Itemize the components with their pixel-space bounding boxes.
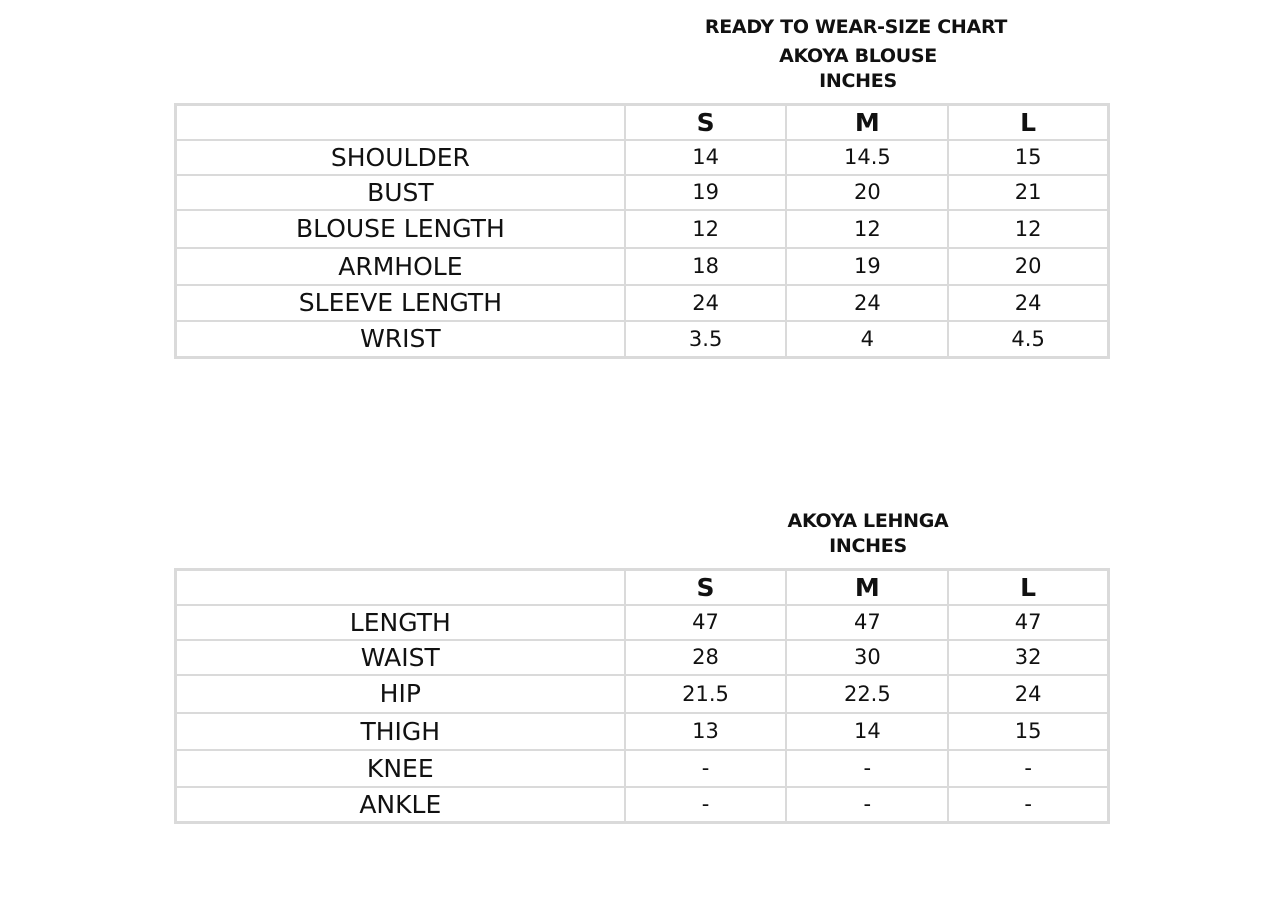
measurement-value: - — [623, 785, 788, 824]
measurement-value: - — [947, 785, 1110, 824]
measurement-value: 24 — [623, 283, 788, 322]
measurement-value: 12 — [947, 208, 1110, 249]
table-row: HIP 21.5 22.5 24 — [174, 673, 1110, 714]
measurement-value: 18 — [623, 246, 788, 286]
size-header: S — [623, 568, 788, 606]
measurement-value: 24 — [947, 283, 1110, 322]
measurement-label: WRIST — [174, 319, 626, 359]
empty-header-cell — [174, 103, 626, 141]
measurement-value: 12 — [623, 208, 788, 249]
measurement-value: 47 — [623, 603, 788, 641]
lehnga-unit: INCHES — [829, 535, 907, 557]
size-header: M — [785, 568, 950, 606]
lehnga-title: AKOYA LEHNGA — [787, 510, 949, 532]
measurement-label: ARMHOLE — [174, 246, 626, 286]
table-row: WAIST 28 30 32 — [174, 638, 1110, 676]
measurement-value: 20 — [947, 246, 1110, 286]
table-row: LENGTH 47 47 47 — [174, 603, 1110, 641]
measurement-value: 14.5 — [785, 138, 950, 176]
table-row: ANKLE - - - — [174, 785, 1110, 824]
measurement-value: - — [785, 785, 950, 824]
blouse-unit: INCHES — [819, 70, 897, 92]
measurement-label: ANKLE — [174, 785, 626, 824]
page-title: READY TO WEAR-SIZE CHART — [704, 16, 1008, 38]
table-row: SHOULDER 14 14.5 15 — [174, 138, 1110, 176]
table-row: SLEEVE LENGTH 24 24 24 — [174, 283, 1110, 322]
measurement-value: - — [623, 748, 788, 788]
measurement-label: KNEE — [174, 748, 626, 788]
measurement-value: 19 — [623, 173, 788, 211]
measurement-value: 12 — [785, 208, 950, 249]
measurement-label: LENGTH — [174, 603, 626, 641]
measurement-value: 14 — [623, 138, 788, 176]
blouse-size-table: S M L SHOULDER 14 14.5 15 BUST 19 20 21 BLOUSE LENG… — [174, 103, 1110, 359]
measurement-value: 3.5 — [623, 319, 788, 359]
measurement-value: - — [785, 748, 950, 788]
measurement-label: BLOUSE LENGTH — [174, 208, 626, 249]
size-header: M — [785, 103, 950, 141]
size-header: L — [947, 103, 1110, 141]
measurement-label: SLEEVE LENGTH — [174, 283, 626, 322]
measurement-value: 4 — [785, 319, 950, 359]
empty-header-cell — [174, 568, 626, 606]
measurement-value: 32 — [947, 638, 1110, 676]
measurement-value: 4.5 — [947, 319, 1110, 359]
table-row: THIGH 13 14 15 — [174, 711, 1110, 751]
measurement-value: 21.5 — [623, 673, 788, 714]
measurement-value: 47 — [785, 603, 950, 641]
measurement-value: 24 — [785, 283, 950, 322]
table-row: ARMHOLE 18 19 20 — [174, 246, 1110, 286]
measurement-value: 15 — [947, 711, 1110, 751]
measurement-value: - — [947, 748, 1110, 788]
measurement-value: 24 — [947, 673, 1110, 714]
table-row: BLOUSE LENGTH 12 12 12 — [174, 208, 1110, 249]
measurement-value: 28 — [623, 638, 788, 676]
size-header: L — [947, 568, 1110, 606]
lehnga-size-table: S M L LENGTH 47 47 47 WAIST 28 30 32 HIP 21.5 22.5 24 T… — [174, 568, 1110, 824]
measurement-value: 21 — [947, 173, 1110, 211]
measurement-value: 47 — [947, 603, 1110, 641]
measurement-label: BUST — [174, 173, 626, 211]
measurement-label: WAIST — [174, 638, 626, 676]
measurement-label: THIGH — [174, 711, 626, 751]
measurement-value: 19 — [785, 246, 950, 286]
measurement-value: 22.5 — [785, 673, 950, 714]
table-row: WRIST 3.5 4 4.5 — [174, 319, 1110, 359]
measurement-value: 14 — [785, 711, 950, 751]
measurement-label: HIP — [174, 673, 626, 714]
table-row: BUST 19 20 21 — [174, 173, 1110, 211]
blouse-table-title: AKOYA BLOUSE INCHES — [658, 44, 1058, 94]
measurement-value: 13 — [623, 711, 788, 751]
measurement-value: 30 — [785, 638, 950, 676]
lehnga-table-title: AKOYA LEHNGA INCHES — [668, 509, 1068, 559]
measurement-value: 20 — [785, 173, 950, 211]
measurement-label: SHOULDER — [174, 138, 626, 176]
measurement-value: 15 — [947, 138, 1110, 176]
blouse-title: AKOYA BLOUSE — [779, 45, 937, 67]
table-row: KNEE - - - — [174, 748, 1110, 788]
size-header: S — [623, 103, 788, 141]
